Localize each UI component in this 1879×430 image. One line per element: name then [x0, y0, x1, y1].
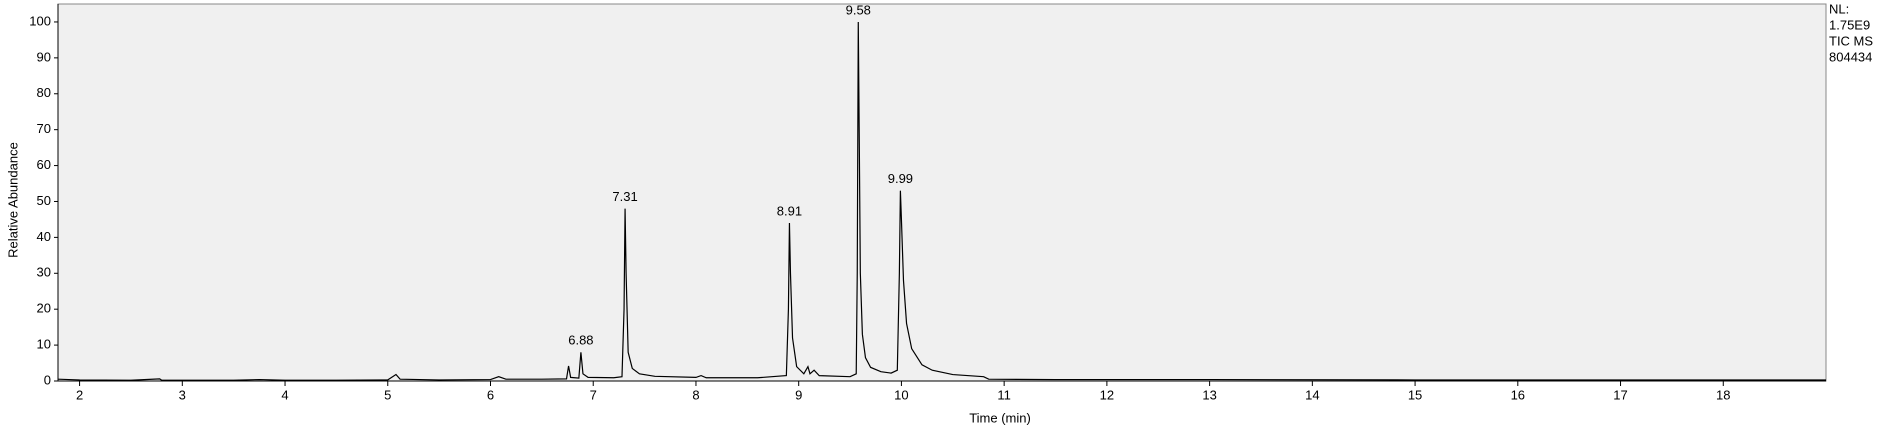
- x-axis-label: Time (min): [969, 410, 1031, 425]
- x-tick-label: 10: [894, 387, 908, 402]
- x-tick-label: 7: [590, 387, 597, 402]
- peak-label: 6.88: [568, 333, 593, 348]
- info-text: NL:: [1829, 1, 1849, 16]
- y-tick-label: 100: [29, 13, 51, 28]
- y-tick-label: 90: [37, 49, 51, 64]
- y-tick-label: 20: [37, 301, 51, 316]
- x-tick-label: 11: [997, 387, 1011, 402]
- y-tick-label: 60: [37, 157, 51, 172]
- plot-area: [57, 3, 1827, 382]
- peak-label: 8.91: [777, 203, 802, 218]
- x-tick-label: 15: [1408, 387, 1422, 402]
- y-axis-label: Relative Abundance: [5, 142, 20, 258]
- y-tick-label: 10: [37, 337, 51, 352]
- x-tick-label: 4: [281, 387, 288, 402]
- x-tick-label: 17: [1613, 387, 1627, 402]
- info-text: 1.75E9: [1829, 17, 1870, 32]
- x-tick-label: 6: [487, 387, 494, 402]
- info-text: 804434: [1829, 49, 1872, 64]
- x-tick-label: 18: [1716, 387, 1730, 402]
- y-tick-label: 80: [37, 85, 51, 100]
- x-tick-label: 16: [1511, 387, 1525, 402]
- y-tick-label: 40: [37, 229, 51, 244]
- y-tick-label: 50: [37, 193, 51, 208]
- x-tick-label: 9: [795, 387, 802, 402]
- trace: [57, 21, 1826, 381]
- x-tick-label: 3: [179, 387, 186, 402]
- peak-label: 9.58: [846, 2, 871, 17]
- info-text: TIC MS: [1829, 33, 1873, 48]
- x-tick-label: 8: [692, 387, 699, 402]
- x-tick-label: 13: [1202, 387, 1216, 402]
- y-tick-label: 70: [37, 121, 51, 136]
- y-tick-label: 0: [44, 372, 51, 387]
- peak-label: 7.31: [612, 189, 637, 204]
- x-tick-label: 5: [384, 387, 391, 402]
- x-tick-label: 2: [76, 387, 83, 402]
- x-tick-label: 14: [1305, 387, 1319, 402]
- y-tick-label: 30: [37, 265, 51, 280]
- peak-label: 9.99: [888, 171, 913, 186]
- x-tick-label: 12: [1100, 387, 1114, 402]
